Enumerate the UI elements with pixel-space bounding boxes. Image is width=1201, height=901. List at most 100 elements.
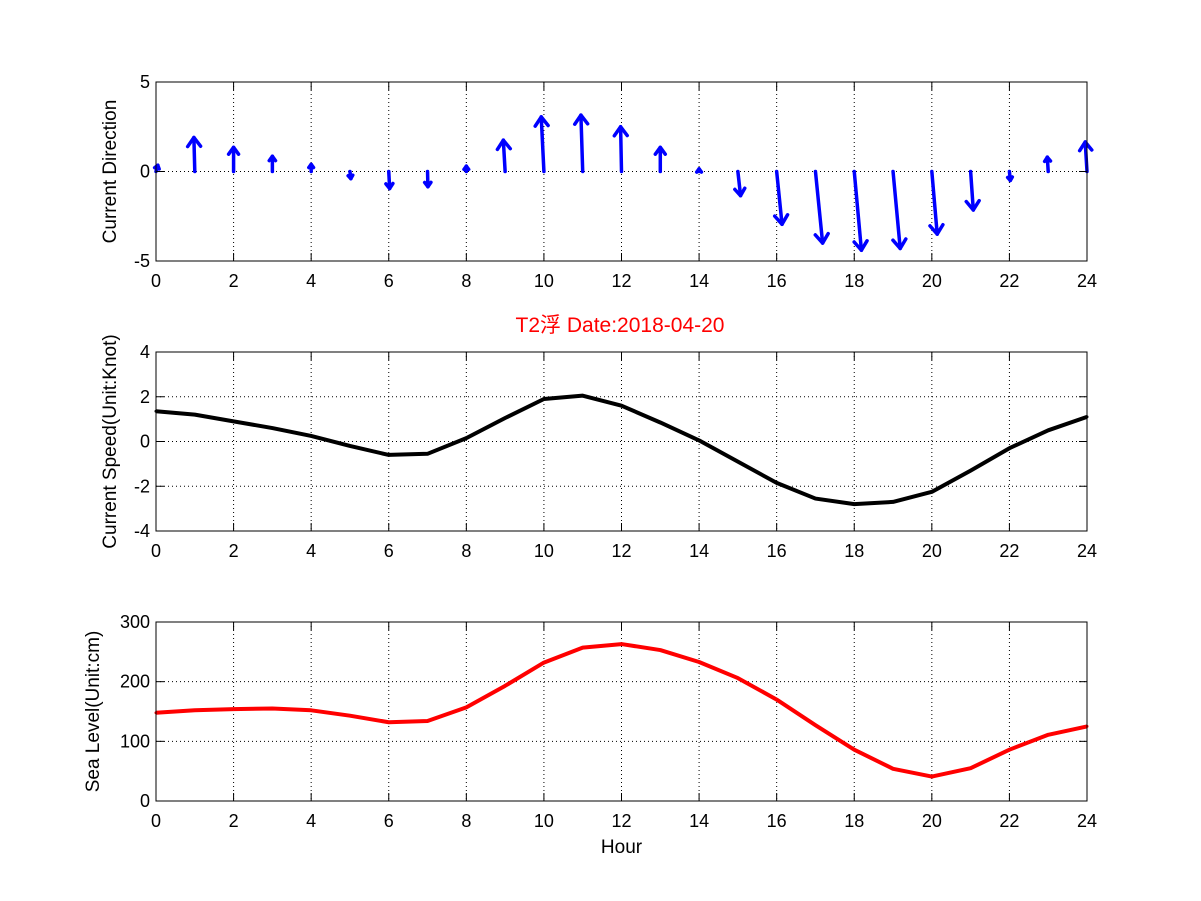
- direction-x-tick-label: 24: [1077, 271, 1097, 291]
- sea-level-data-point: [270, 707, 274, 711]
- sea-level-y-axis-label: Sea Level(Unit:cm): [83, 631, 104, 793]
- speed-data-point: [813, 497, 817, 501]
- speed-data-point: [930, 490, 934, 494]
- speed-y-tick-label: 2: [140, 387, 150, 407]
- speed-data-point: [581, 394, 585, 398]
- speed-data-point: [309, 434, 313, 438]
- speed-data-point: [464, 436, 468, 440]
- direction-arrow: [928, 169, 945, 236]
- speed-x-tick-label: 0: [151, 541, 161, 561]
- speed-x-tick-label: 10: [534, 541, 554, 561]
- speed-data-point: [1007, 446, 1011, 450]
- sea-level-data-point: [736, 676, 740, 680]
- speed-x-tick-label: 18: [844, 541, 864, 561]
- speed-data-point: [503, 416, 507, 420]
- direction-x-tick-label: 14: [689, 271, 709, 291]
- speed-y-axis-label: Current Speed(Unit:Knot): [100, 334, 121, 548]
- sea-level-x-axis-label: Hour: [601, 837, 643, 858]
- speed-x-tick-label: 16: [767, 541, 787, 561]
- direction-arrow: [891, 169, 908, 251]
- sea-level-data-point: [581, 646, 585, 650]
- speed-y-tick-label: -4: [134, 521, 150, 541]
- speed-data-point: [232, 419, 236, 423]
- speed-y-tick-label: -2: [134, 476, 150, 496]
- sea-level-data-point: [852, 748, 856, 752]
- direction-arrow: [462, 164, 471, 174]
- direction-y-axis-label: Current Direction: [100, 100, 121, 244]
- speed-x-tick-label: 22: [999, 541, 1019, 561]
- sea-level-data-point: [387, 720, 391, 724]
- direction-x-tick-label: 4: [306, 271, 316, 291]
- speed-data-point: [348, 444, 352, 448]
- sea-level-data-point: [813, 723, 817, 727]
- sea-level-data-point: [658, 648, 662, 652]
- direction-arrow: [612, 125, 629, 174]
- sea-level-x-tick-label: 2: [229, 811, 239, 831]
- sea-level-data-point: [309, 708, 313, 712]
- speed-x-tick-label: 20: [922, 541, 942, 561]
- direction-arrow: [226, 145, 241, 174]
- sea-level-x-tick-label: 0: [151, 811, 161, 831]
- sea-level-data-point: [1046, 733, 1050, 737]
- direction-x-tick-label: 2: [229, 271, 239, 291]
- speed-x-tick-label: 2: [229, 541, 239, 561]
- speed-x-tick-label: 12: [611, 541, 631, 561]
- direction-x-tick-label: 16: [767, 271, 787, 291]
- sea-level-y-tick-label: 0: [140, 791, 150, 811]
- speed-x-tick-label: 8: [461, 541, 471, 561]
- direction-x-tick-label: 6: [384, 271, 394, 291]
- sea-level-x-tick-label: 12: [611, 811, 631, 831]
- direction-arrow: [185, 135, 203, 174]
- sea-level-y-tick-label: 200: [120, 672, 150, 692]
- sea-level-data-point: [1007, 748, 1011, 752]
- sea-level-data-point: [697, 660, 701, 664]
- speed-x-tick-label: 14: [689, 541, 709, 561]
- sea-level-data-point: [348, 714, 352, 718]
- speed-data-point: [193, 413, 197, 417]
- speed-data-point: [1046, 428, 1050, 432]
- sea-level-data-point: [232, 707, 236, 711]
- speed-x-tick-label: 4: [306, 541, 316, 561]
- direction-arrow: [964, 169, 981, 212]
- sea-level-data-point: [775, 698, 779, 702]
- sea-level-x-tick-label: 18: [844, 811, 864, 831]
- direction-arrow: [813, 169, 830, 245]
- direction-y-tick-label: -5: [134, 251, 150, 271]
- sea-level-data-point: [891, 767, 895, 771]
- speed-data-point: [270, 426, 274, 430]
- speed-data-point: [969, 469, 973, 473]
- direction-x-tick-label: 0: [151, 271, 161, 291]
- sea-level-x-tick-label: 16: [767, 811, 787, 831]
- sea-level-x-tick-label: 24: [1077, 811, 1097, 831]
- speed-data-point: [852, 502, 856, 506]
- direction-arrow: [307, 162, 316, 174]
- direction-y-tick-label: 0: [140, 162, 150, 182]
- direction-arrow: [152, 163, 161, 174]
- direction-x-tick-label: 22: [999, 271, 1019, 291]
- speed-data-point: [775, 481, 779, 485]
- sea-level-x-tick-label: 10: [534, 811, 554, 831]
- speed-y-tick-label: 4: [140, 342, 150, 362]
- sea-level-y-tick-label: 300: [120, 612, 150, 632]
- direction-arrow: [653, 145, 668, 174]
- sea-level-x-tick-label: 8: [461, 811, 471, 831]
- direction-arrow: [384, 169, 395, 191]
- direction-arrow: [422, 169, 433, 189]
- sea-level-data-point: [969, 766, 973, 770]
- speed-x-tick-label: 24: [1077, 541, 1097, 561]
- direction-arrow: [772, 169, 790, 227]
- sea-level-x-tick-label: 14: [689, 811, 709, 831]
- direction-x-tick-label: 20: [922, 271, 942, 291]
- direction-arrow: [694, 167, 704, 174]
- speed-data-point: [387, 453, 391, 457]
- direction-arrow: [733, 169, 747, 198]
- direction-arrow: [1005, 169, 1015, 183]
- speed-data-point: [891, 500, 895, 504]
- sea-level-data-point: [193, 708, 197, 712]
- speed-y-tick-label: 0: [140, 432, 150, 452]
